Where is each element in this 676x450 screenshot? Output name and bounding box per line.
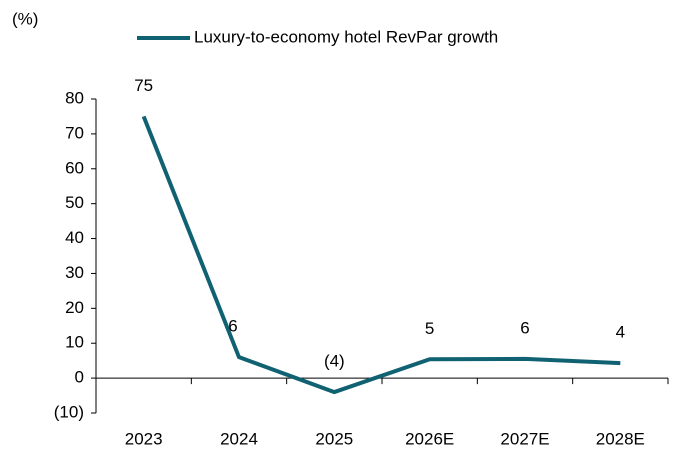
y-tick-label: 0 [75,368,84,387]
data-label: 6 [520,318,529,337]
y-tick-label: 60 [65,158,84,177]
x-tick-label: 2028E [596,429,645,448]
y-tick-label: 40 [65,228,84,247]
y-tick-label: 20 [65,298,84,317]
data-label: 5 [425,319,434,338]
x-tick-label: 2026E [405,429,454,448]
y-tick-label: 70 [65,123,84,142]
x-tick-label: 2027E [500,429,549,448]
data-label: 6 [228,317,237,336]
x-tick-label: 2025 [315,429,353,448]
line [141,115,621,395]
y-tick-label: 80 [65,88,84,107]
data-label: 4 [616,323,625,342]
y-tick-label: 10 [65,333,84,352]
y-axis-label: (%) [12,9,38,28]
y-tick-label: 50 [65,193,84,212]
x-tick-label: 2024 [220,429,258,448]
x-tick-label: 2023 [125,429,163,448]
data-label: (4) [324,352,345,371]
y-tick-label: (10) [54,402,84,421]
data-label: 75 [134,76,153,95]
y-tick-label: 30 [65,263,84,282]
legend-label: Luxury-to-economy hotel RevPar growth [194,27,498,46]
